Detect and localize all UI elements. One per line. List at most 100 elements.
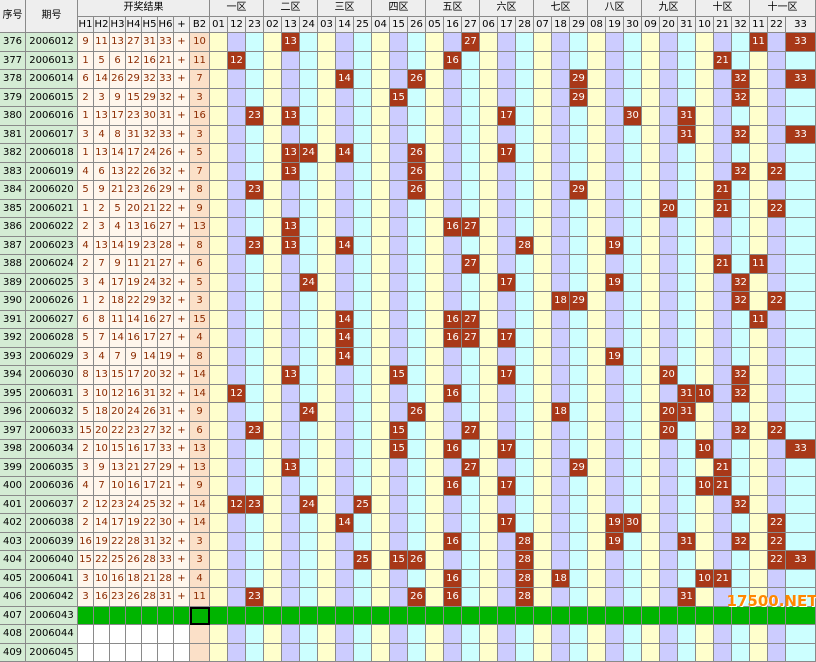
row-seq: 405 bbox=[0, 570, 26, 588]
zone-cell bbox=[498, 588, 516, 607]
result-number: 31 bbox=[142, 533, 158, 551]
result-number: 27 bbox=[142, 422, 158, 440]
zone-cell bbox=[678, 551, 696, 570]
zone-cell bbox=[246, 89, 264, 107]
zone-cell bbox=[318, 551, 336, 570]
zone-cell bbox=[678, 218, 696, 237]
zone-cell bbox=[714, 533, 732, 551]
zone-cell bbox=[246, 459, 264, 477]
hit-cell: 10 bbox=[696, 440, 714, 459]
zone-cell bbox=[354, 459, 372, 477]
zone-cell bbox=[786, 274, 816, 292]
zone-cell bbox=[426, 459, 444, 477]
hit-cell: 17 bbox=[498, 440, 516, 459]
hit-cell: 32 bbox=[732, 89, 750, 107]
result-number: 24 bbox=[142, 274, 158, 292]
zone-cell bbox=[210, 329, 228, 348]
result-number: 16 bbox=[94, 588, 110, 607]
zone-cell bbox=[534, 274, 552, 292]
hit-cell: 13 bbox=[282, 163, 300, 181]
row-issue: 2006018 bbox=[26, 144, 78, 163]
zone-cell bbox=[246, 329, 264, 348]
zone-cell bbox=[786, 292, 816, 311]
zone-cell bbox=[462, 107, 480, 126]
zone-cell bbox=[390, 570, 408, 588]
zone-cell bbox=[426, 403, 444, 422]
zone-cell bbox=[498, 385, 516, 403]
zone-cell bbox=[570, 255, 588, 274]
zone-cell bbox=[624, 89, 642, 107]
zone-cell bbox=[696, 52, 714, 70]
zone-cell bbox=[606, 385, 624, 403]
zone-cell bbox=[426, 477, 444, 496]
hit-cell: 27 bbox=[462, 218, 480, 237]
zone-cell bbox=[228, 237, 246, 255]
zone-cell bbox=[714, 274, 732, 292]
zone-cell bbox=[300, 514, 318, 533]
zone-cell bbox=[480, 607, 498, 625]
zone-cell bbox=[768, 403, 786, 422]
hit-cell: 26 bbox=[408, 163, 426, 181]
zone-cell bbox=[678, 459, 696, 477]
zone-cell bbox=[696, 459, 714, 477]
zone-cell bbox=[660, 329, 678, 348]
zone-cell bbox=[516, 440, 534, 459]
zone-cell bbox=[408, 533, 426, 551]
zone-cell bbox=[678, 329, 696, 348]
hit-cell: 27 bbox=[462, 329, 480, 348]
plus-sign: + bbox=[174, 274, 190, 292]
zone-cell bbox=[390, 292, 408, 311]
row-issue: 2006033 bbox=[26, 422, 78, 440]
zone-cell bbox=[444, 237, 462, 255]
zone-cell bbox=[336, 533, 354, 551]
hit-cell: 16 bbox=[444, 588, 462, 607]
zone-cell bbox=[732, 644, 750, 662]
zone-cell bbox=[480, 644, 498, 662]
zone-cell bbox=[750, 89, 768, 107]
zone-cell bbox=[228, 348, 246, 366]
blue-ball: 7 bbox=[190, 70, 210, 89]
zone-cell bbox=[300, 218, 318, 237]
result-number: 23 bbox=[110, 496, 126, 514]
zone-cell bbox=[210, 144, 228, 163]
zone-cell bbox=[462, 514, 480, 533]
zone-cell bbox=[372, 126, 390, 144]
zone-cell bbox=[534, 107, 552, 126]
zone-cell bbox=[588, 218, 606, 237]
zone-cell bbox=[246, 625, 264, 644]
zone-cell bbox=[318, 477, 336, 496]
result-number: 12 bbox=[126, 52, 142, 70]
zone-cell bbox=[534, 422, 552, 440]
zone-cell bbox=[588, 477, 606, 496]
zone-cell bbox=[228, 607, 246, 625]
result-number bbox=[142, 607, 158, 625]
row-issue: 2006015 bbox=[26, 89, 78, 107]
zone-cell bbox=[768, 459, 786, 477]
zone-cell bbox=[372, 292, 390, 311]
blue-ball: 6 bbox=[190, 255, 210, 274]
result-number: 5 bbox=[78, 329, 94, 348]
zone-cell bbox=[768, 237, 786, 255]
zone-cell bbox=[426, 607, 444, 625]
zone-cell bbox=[750, 514, 768, 533]
blue-ball: 8 bbox=[190, 237, 210, 255]
result-number: 26 bbox=[158, 144, 174, 163]
zone-cell bbox=[516, 644, 534, 662]
zone-cell bbox=[750, 274, 768, 292]
zone-cell bbox=[732, 477, 750, 496]
zone-cell bbox=[426, 366, 444, 385]
zone-cell bbox=[300, 366, 318, 385]
zone-cell bbox=[534, 218, 552, 237]
zone-cell bbox=[480, 588, 498, 607]
result-number: 18 bbox=[94, 403, 110, 422]
zone-cell bbox=[714, 107, 732, 126]
zone-cell bbox=[462, 200, 480, 218]
zone-cell bbox=[264, 89, 282, 107]
zone-cell bbox=[264, 496, 282, 514]
zone-cell bbox=[750, 348, 768, 366]
plus-sign bbox=[174, 625, 190, 644]
result-number: 27 bbox=[158, 255, 174, 274]
result-number: 17 bbox=[110, 274, 126, 292]
result-number: 21 bbox=[110, 181, 126, 200]
result-number: 6 bbox=[78, 70, 94, 89]
